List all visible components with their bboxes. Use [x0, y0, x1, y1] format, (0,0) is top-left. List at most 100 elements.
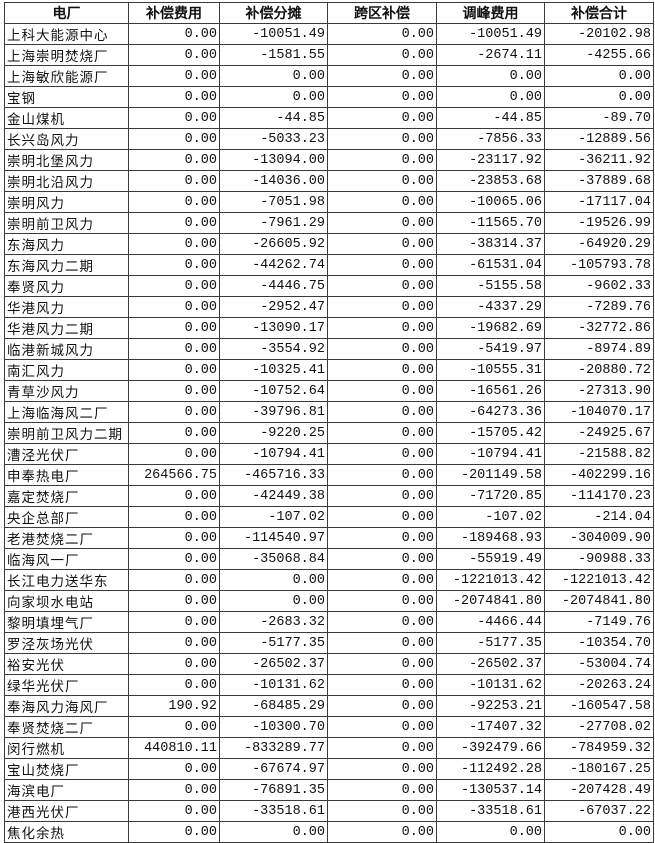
compensation-total-cell: -4255.66 [544, 44, 654, 66]
cross-region-compensation-cell: 0.00 [327, 590, 437, 612]
compensation-table: 电厂 补偿费用 补偿分摊 跨区补偿 调峰费用 补偿合计 上科大能源中心 0.00-… [4, 2, 654, 843]
compensation-total-cell: -67037.22 [544, 800, 654, 822]
plant-name-cell: 金山煤机 [4, 107, 129, 129]
header-cross-region-compensation: 跨区补偿 [327, 2, 437, 24]
compensation-total-cell: -19526.99 [544, 212, 654, 234]
compensation-share-cell: 0.00 [219, 86, 328, 108]
compensation-fee-cell: 0.00 [128, 254, 220, 276]
plant-name-cell: 东海风力二期 [4, 254, 129, 276]
peak-regulation-fee-cell: -16561.26 [436, 380, 545, 402]
compensation-total-cell: -214.04 [544, 506, 654, 528]
header-compensation-total: 补偿合计 [544, 2, 654, 24]
compensation-fee-cell: 0.00 [128, 590, 220, 612]
compensation-total-cell: -53004.74 [544, 653, 654, 675]
cross-region-compensation-cell: 0.00 [327, 779, 437, 801]
compensation-fee-cell: 0.00 [128, 296, 220, 318]
plant-name-cell: 长江电力送华东 [4, 569, 129, 591]
table-row: 崇明前卫风力 0.00 -7961.29 0.00 -11565.70 -19526.99 [4, 212, 654, 234]
cross-region-compensation-cell: 0.00 [327, 65, 437, 87]
cross-region-compensation-cell: 0.00 [327, 212, 437, 234]
compensation-fee-cell: 440810.11 [128, 737, 220, 759]
plant-name-cell: 崇明北堡风力 [4, 149, 129, 171]
table-row: 崇明前卫风力二期 0.00 -9220.25 0.00 -15705.42 -24925.… [4, 422, 654, 444]
table-row: 嘉定焚烧厂 0.00 -42449.38 0.00 -71720.85 -114170.2… [4, 485, 654, 507]
compensation-total-cell: -402299.16 [544, 464, 654, 486]
cross-region-compensation-cell: 0.00 [327, 359, 437, 381]
plant-name-cell: 青草沙风力 [4, 380, 129, 402]
compensation-fee-cell: 0.00 [128, 779, 220, 801]
plant-name-cell: 绿华光伏厂 [4, 674, 129, 696]
compensation-total-cell: -105793.78 [544, 254, 654, 276]
compensation-fee-cell: 264566.75 [128, 464, 220, 486]
compensation-total-cell: -8974.89 [544, 338, 654, 360]
compensation-share-cell: -10752.64 [219, 380, 328, 402]
cross-region-compensation-cell: 0.00 [327, 191, 437, 213]
table-row: 宝钢 0.00 0.00 0.00 0.00 0.00 [4, 86, 654, 108]
compensation-total-cell: -207428.49 [544, 779, 654, 801]
cross-region-compensation-cell: 0.00 [327, 569, 437, 591]
peak-regulation-fee-cell: -2074841.80 [436, 590, 545, 612]
table-row: 长兴岛风力 0.00 -5033.23 0.00 -7856.33 -12889.56 [4, 128, 654, 150]
compensation-share-cell: -833289.77 [219, 737, 328, 759]
cross-region-compensation-cell: 0.00 [327, 233, 437, 255]
table-row: 向家坝水电站 0.00 0.00 0.00 -2074841.80 -2074841.80 [4, 590, 654, 612]
compensation-fee-cell: 0.00 [128, 674, 220, 696]
table-row: 焦化余热 0.00 0.00 0.00 0.00 0.00 [4, 821, 654, 843]
compensation-total-cell: -10354.70 [544, 632, 654, 654]
compensation-total-cell: -20102.98 [544, 23, 654, 45]
compensation-fee-cell: 0.00 [128, 338, 220, 360]
table-row: 上海崇明焚烧厂 0.00 -1581.55 0.00 -2674.11 -4255.66 [4, 44, 654, 66]
peak-regulation-fee-cell: -4466.44 [436, 611, 545, 633]
peak-regulation-fee-cell: -23853.68 [436, 170, 545, 192]
cross-region-compensation-cell: 0.00 [327, 821, 437, 843]
header-compensation-fee: 补偿费用 [128, 2, 220, 24]
compensation-share-cell: -44262.74 [219, 254, 328, 276]
compensation-share-cell: -5033.23 [219, 128, 328, 150]
cross-region-compensation-cell: 0.00 [327, 611, 437, 633]
plant-name-cell: 向家坝水电站 [4, 590, 129, 612]
table-row: 裕安光伏 0.00 -26502.37 0.00 -26502.37 -53004.74 [4, 653, 654, 675]
compensation-total-cell: -89.70 [544, 107, 654, 129]
compensation-total-cell: -21588.82 [544, 443, 654, 465]
compensation-total-cell: -32772.86 [544, 317, 654, 339]
cross-region-compensation-cell: 0.00 [327, 653, 437, 675]
plant-name-cell: 崇明北沿风力 [4, 170, 129, 192]
compensation-share-cell: -107.02 [219, 506, 328, 528]
compensation-total-cell: -20880.72 [544, 359, 654, 381]
compensation-fee-cell: 0.00 [128, 317, 220, 339]
table-row: 东海风力二期 0.00 -44262.74 0.00 -61531.04 -105793.… [4, 254, 654, 276]
plant-name-cell: 黎明填埋气厂 [4, 611, 129, 633]
header-plant: 电厂 [4, 2, 129, 24]
compensation-total-cell: -7149.76 [544, 611, 654, 633]
table-row: 罗泾灰场光伏 0.00 -5177.35 0.00 -5177.35 -10354.70 [4, 632, 654, 654]
compensation-share-cell: -2683.32 [219, 611, 328, 633]
cross-region-compensation-cell: 0.00 [327, 716, 437, 738]
peak-regulation-fee-cell: -10794.41 [436, 443, 545, 465]
compensation-total-cell: -24925.67 [544, 422, 654, 444]
peak-regulation-fee-cell: -189468.93 [436, 527, 545, 549]
plant-name-cell: 宝钢 [4, 86, 129, 108]
compensation-fee-cell: 0.00 [128, 485, 220, 507]
table-row: 奉贤焚烧二厂 0.00 -10300.70 0.00 -17407.32 -27708.0… [4, 716, 654, 738]
compensation-total-cell: -27708.02 [544, 716, 654, 738]
cross-region-compensation-cell: 0.00 [327, 401, 437, 423]
cross-region-compensation-cell: 0.00 [327, 464, 437, 486]
peak-regulation-fee-cell: -71720.85 [436, 485, 545, 507]
table-row: 华港风力二期 0.00 -13090.17 0.00 -19682.69 -32772.8… [4, 317, 654, 339]
peak-regulation-fee-cell: -10065.06 [436, 191, 545, 213]
peak-regulation-fee-cell: -7856.33 [436, 128, 545, 150]
compensation-fee-cell: 0.00 [128, 86, 220, 108]
table-row: 宝山焚烧厂 0.00 -67674.97 0.00 -112492.28 -180167.… [4, 758, 654, 780]
compensation-fee-cell: 0.00 [128, 65, 220, 87]
peak-regulation-fee-cell: -2674.11 [436, 44, 545, 66]
compensation-share-cell: -35068.84 [219, 548, 328, 570]
peak-regulation-fee-cell: -26502.37 [436, 653, 545, 675]
compensation-fee-cell: 0.00 [128, 527, 220, 549]
peak-regulation-fee-cell: -10051.49 [436, 23, 545, 45]
compensation-fee-cell: 0.00 [128, 191, 220, 213]
table-header: 电厂 补偿费用 补偿分摊 跨区补偿 调峰费用 补偿合计 [4, 2, 654, 24]
compensation-share-cell: -10300.70 [219, 716, 328, 738]
plant-name-cell: 港西光伏厂 [4, 800, 129, 822]
compensation-fee-cell: 0.00 [128, 800, 220, 822]
peak-regulation-fee-cell: -112492.28 [436, 758, 545, 780]
